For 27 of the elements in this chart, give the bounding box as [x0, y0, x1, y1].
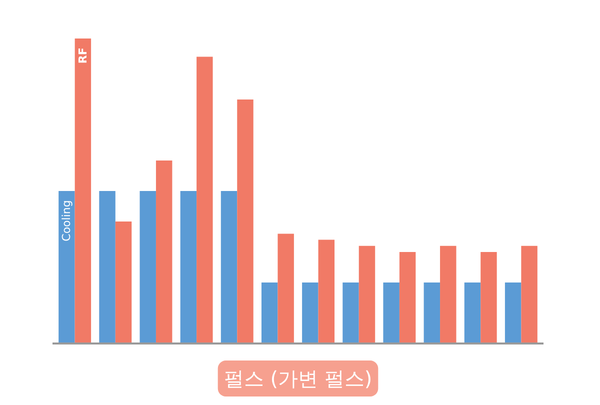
bar [140, 191, 156, 344]
bar [424, 282, 440, 344]
bar [74, 38, 92, 344]
bar [342, 282, 359, 344]
bar [358, 246, 376, 344]
bar [58, 191, 75, 344]
text: 펄스 (가변 펄스) [224, 366, 372, 390]
bar [196, 56, 213, 344]
bar [278, 234, 294, 344]
bar [464, 282, 481, 344]
bar [383, 282, 400, 344]
bar [237, 100, 254, 344]
bar [99, 191, 116, 344]
bar [156, 160, 172, 344]
bar [261, 282, 278, 344]
series-label: Cooling [60, 200, 74, 242]
bar [220, 191, 238, 344]
series-label: RF [76, 48, 90, 64]
bar [318, 240, 335, 344]
bar [302, 282, 318, 344]
bar [521, 246, 538, 344]
bar [399, 252, 416, 344]
bar [504, 282, 522, 344]
bar [440, 246, 456, 344]
bar [180, 191, 197, 344]
bar [115, 222, 132, 344]
bar [480, 252, 497, 344]
